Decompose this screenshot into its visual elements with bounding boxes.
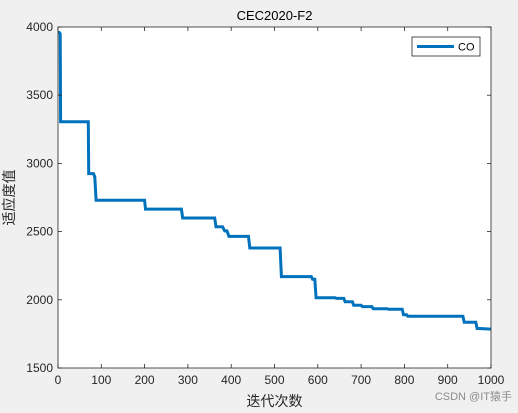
y-tick-label: 2500 — [26, 225, 53, 239]
x-tick-label: 700 — [351, 373, 371, 387]
y-tick-label: 2000 — [26, 293, 53, 307]
y-tick-label: 3000 — [26, 156, 53, 170]
x-tick-label: 1000 — [478, 373, 505, 387]
x-tick-label: 500 — [264, 373, 284, 387]
ticks-layer: 0 100 200 300 400 500 600 700 800 900 1000 1500 2000… — [26, 20, 504, 387]
x-tick-label: 900 — [438, 373, 458, 387]
y-tick-label: 4000 — [26, 20, 53, 34]
chart-title: CEC2020-F2 — [237, 8, 313, 23]
series-line-co — [58, 31, 492, 331]
x-tick-label: 800 — [394, 373, 414, 387]
legend-label: CO — [458, 42, 475, 54]
x-tick-label: 0 — [55, 373, 62, 387]
x-tick-label: 400 — [221, 373, 241, 387]
y-tick-label: 1500 — [26, 361, 53, 375]
watermark: CSDN @IT猿手 — [435, 389, 512, 403]
y-tick-label: 3500 — [26, 88, 53, 102]
legend: CO — [411, 36, 481, 57]
x-tick-label: 200 — [135, 373, 155, 387]
x-axis-label: 迭代次数 — [247, 394, 303, 410]
y-axis-label: 适应度值 — [1, 170, 18, 226]
x-tick-label: 600 — [308, 373, 328, 387]
plot-area — [58, 27, 491, 368]
x-tick-label: 100 — [91, 373, 111, 387]
x-tick-label: 300 — [178, 373, 198, 387]
series-layer — [58, 31, 492, 331]
